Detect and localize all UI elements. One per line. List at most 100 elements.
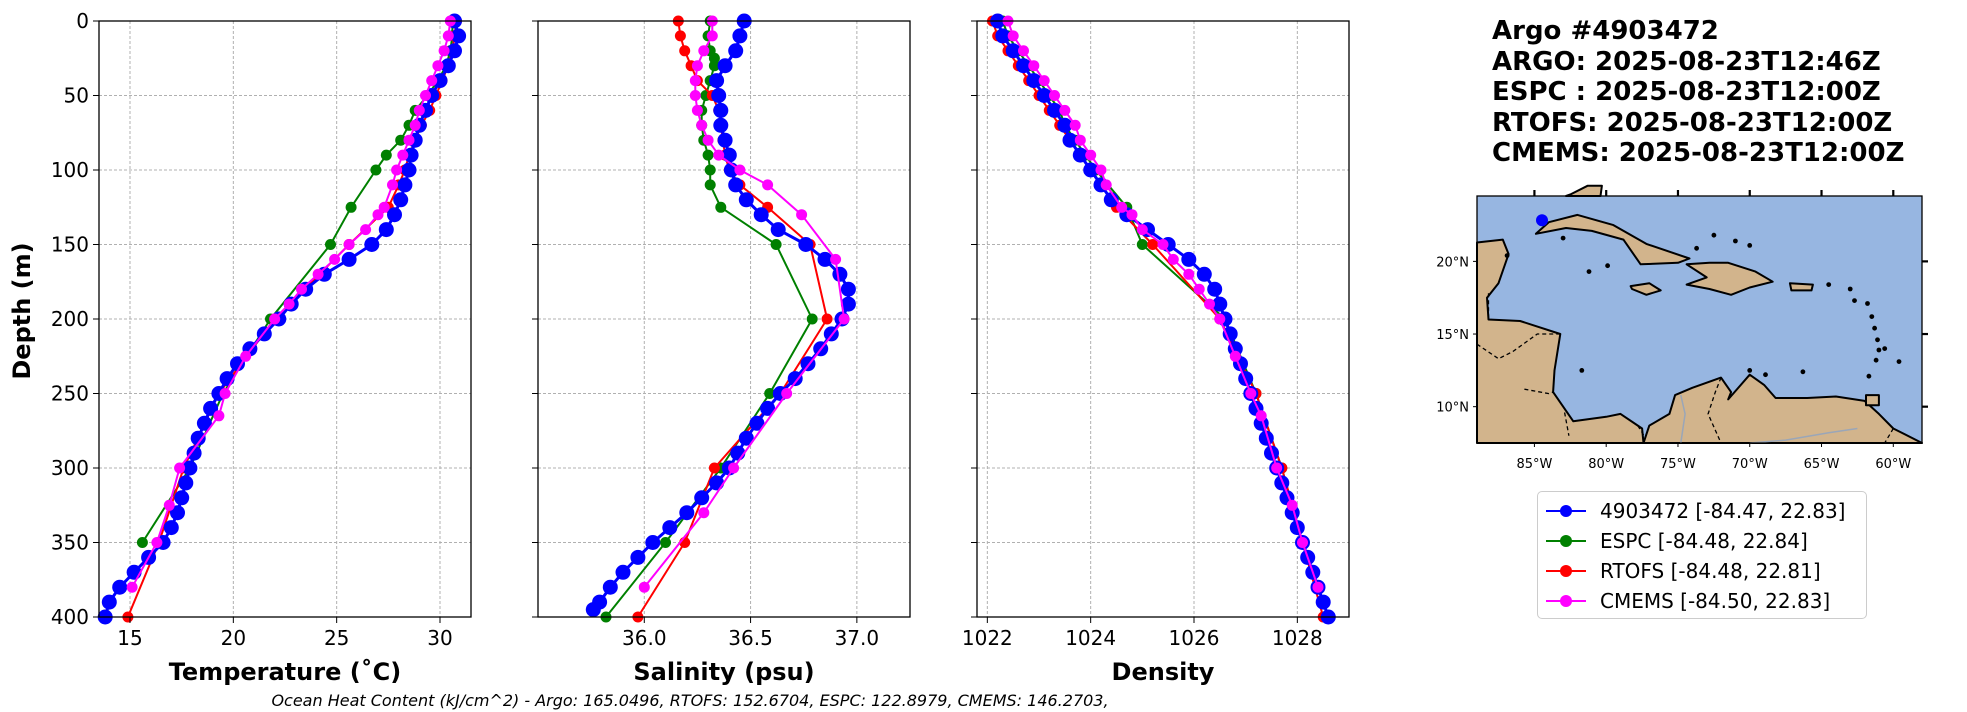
data-point-cmems <box>1028 60 1040 72</box>
data-point-argo <box>1274 475 1290 491</box>
data-point-cmems <box>432 60 444 72</box>
series-line-cmems <box>131 20 452 588</box>
data-point-argo <box>717 132 733 148</box>
data-point-argo <box>1005 43 1021 59</box>
data-point-cmems <box>1059 104 1071 116</box>
data-point-espc <box>708 60 720 72</box>
x-tick-label: 1026 <box>1169 626 1220 650</box>
y-tick-label: 300 <box>51 456 89 480</box>
data-point-cmems <box>762 179 774 191</box>
y-tick-label: 0 <box>76 9 89 33</box>
data-point-cmems <box>1136 224 1148 236</box>
data-point-cmems <box>728 462 740 474</box>
data-point-cmems <box>163 499 175 511</box>
data-point-argo <box>1047 102 1062 118</box>
data-point-cmems <box>702 134 714 146</box>
data-point-cmems <box>387 179 398 191</box>
border-line <box>1524 388 1554 395</box>
y-tick-label: 350 <box>51 531 89 555</box>
legend-label: CMEMS [-84.50, 22.83] <box>1600 589 1831 613</box>
map-lat-label: 15°N <box>1436 328 1469 343</box>
data-point-argo <box>163 520 179 536</box>
data-point-cmems <box>713 149 725 161</box>
data-point-rtofs <box>821 313 833 325</box>
data-point-argo <box>378 222 394 238</box>
data-point-espc <box>1136 239 1148 250</box>
cmems-time: CMEMS: 2025-08-23T12:00Z <box>1492 138 1905 168</box>
data-point-argo <box>403 147 419 163</box>
y-tick-label: 400 <box>51 605 89 629</box>
data-point-espc <box>370 164 382 176</box>
data-point-argo <box>451 28 467 44</box>
profile-panels: 0 50 100 150 200 250 300 350 400 15 20 25 30 Temperat… <box>51 9 1350 686</box>
data-point-cmems <box>372 209 384 221</box>
panel-3: 1022 1024 1026 1028 Density <box>962 13 1350 686</box>
island <box>1747 243 1753 248</box>
float-marker <box>1536 214 1548 227</box>
x-tick-label: 20 <box>221 626 246 650</box>
series-line-cmems <box>643 21 846 588</box>
data-point-argo <box>711 88 727 103</box>
map-lon-label: 65°W <box>1804 457 1840 472</box>
y-tick-label: 150 <box>51 233 89 257</box>
island <box>1872 325 1877 331</box>
island <box>1865 301 1870 306</box>
data-point-argo <box>787 371 803 387</box>
data-point-cmems <box>360 224 372 236</box>
data-point-argo <box>440 58 456 74</box>
data-point-espc <box>380 149 392 161</box>
island <box>1873 357 1879 363</box>
data-point-argo <box>770 222 786 238</box>
island <box>1747 368 1753 373</box>
data-point-cmems <box>689 90 701 101</box>
data-point-cmems <box>1100 179 1112 191</box>
data-point-rtofs <box>708 462 720 474</box>
legend-swatch-espc <box>1546 531 1586 551</box>
data-point-argo <box>1181 251 1197 267</box>
legend-item-cmems: CMEMS [-84.50, 22.83] <box>1546 586 1858 616</box>
land-cuba <box>1534 213 1691 266</box>
island <box>1852 298 1857 303</box>
argo-time: ARGO: 2025-08-23T12:46Z <box>1492 46 1881 77</box>
data-point-argo <box>1057 117 1073 133</box>
data-point-cmems <box>691 104 703 116</box>
data-point-cmems <box>296 283 307 295</box>
float-title: Argo #4903472 <box>1492 16 1719 46</box>
data-point-cmems <box>1049 90 1060 101</box>
data-point-cmems <box>1126 209 1138 221</box>
location-map: 85°W 80°W 75°W 70°W 65°W 60°W 20°N 15°N 10°N <box>1436 184 1928 472</box>
data-point-argo <box>1083 162 1099 178</box>
legend-label: 4903472 [-84.47, 22.83] <box>1600 499 1846 523</box>
legend-swatch-cmems <box>1546 591 1586 611</box>
data-point-cmems <box>638 581 650 593</box>
data-point-cmems <box>426 75 438 87</box>
data-point-argo <box>178 475 194 491</box>
island <box>1800 369 1806 375</box>
border-line <box>1637 425 1646 438</box>
island <box>1875 337 1880 343</box>
legend-swatch-rtofs <box>1546 561 1586 581</box>
data-point-cmems <box>329 253 341 265</box>
land-jamaica <box>1629 282 1662 296</box>
legend-label: RTOFS [-84.48, 22.81] <box>1600 559 1821 583</box>
data-point-espc <box>325 239 336 250</box>
data-point-cmems <box>378 201 390 213</box>
island <box>1847 286 1853 292</box>
y-tick-label: 50 <box>64 84 89 108</box>
data-point-rtofs <box>679 45 691 57</box>
data-point-argo <box>182 460 198 476</box>
data-point-cmems <box>1095 164 1107 176</box>
map-lat-label: 20°N <box>1436 255 1469 270</box>
data-point-argo <box>170 505 185 521</box>
x-tick-label: 1028 <box>1272 626 1323 650</box>
data-point-argo <box>713 102 729 118</box>
data-point-cmems <box>1271 462 1283 474</box>
data-point-cmems <box>830 253 842 265</box>
data-point-argo <box>728 177 744 193</box>
map-frame <box>1476 195 1923 444</box>
x-tick-label: 1022 <box>962 626 1013 650</box>
data-point-argo <box>840 281 856 297</box>
data-point-cmems <box>1286 499 1298 511</box>
data-point-cmems <box>1255 410 1267 422</box>
data-point-espc <box>764 388 776 399</box>
